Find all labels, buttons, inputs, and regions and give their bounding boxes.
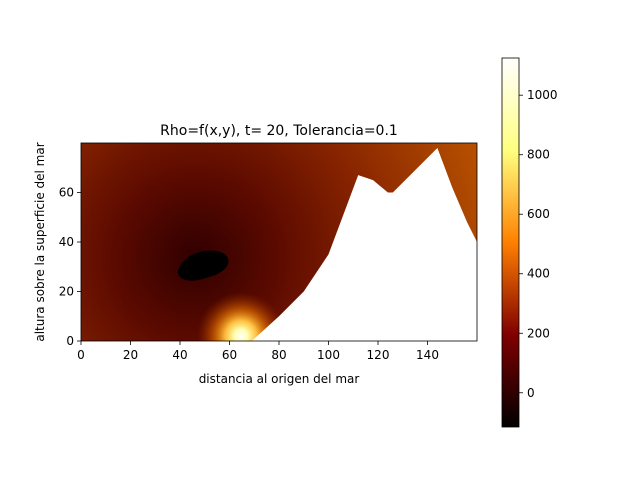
y-axis-ticks: 0 20 40 60 <box>59 186 81 348</box>
colorbar-tick-label: 200 <box>527 326 550 340</box>
y-tick-label: 60 <box>59 186 74 200</box>
x-tick-label: 80 <box>271 348 286 362</box>
chart-title: Rho=f(x,y), t= 20, Tolerancia=0.1 <box>160 123 398 139</box>
colorbar-ticks: 0 200 400 600 800 1000 <box>519 88 558 400</box>
heatmap-plot-area <box>81 143 477 341</box>
colorbar-tick-label: 600 <box>527 207 550 221</box>
x-axis-ticks: 0 20 40 60 80 100 120 140 <box>77 341 439 362</box>
x-tick-label: 60 <box>222 348 237 362</box>
y-tick-label: 20 <box>59 285 74 299</box>
colorbar-tick-label: 0 <box>527 386 535 400</box>
x-tick-label: 120 <box>367 348 390 362</box>
mountain-terrain <box>251 147 477 341</box>
y-tick-label: 40 <box>59 235 74 249</box>
x-axis-label: distancia al origen del mar <box>199 372 360 386</box>
y-axis-label: altura sobre la superficie del mar <box>33 142 47 341</box>
x-tick-label: 40 <box>172 348 187 362</box>
x-tick-label: 20 <box>123 348 138 362</box>
x-tick-label: 140 <box>416 348 439 362</box>
x-tick-label: 100 <box>317 348 340 362</box>
dense-blob <box>177 250 229 281</box>
colorbar <box>501 57 520 428</box>
x-tick-label: 0 <box>77 348 85 362</box>
colorbar-tick-label: 1000 <box>527 88 558 102</box>
y-tick-label: 0 <box>66 334 74 348</box>
colorbar-tick-label: 400 <box>527 267 550 281</box>
colorbar-tick-label: 800 <box>527 148 550 162</box>
